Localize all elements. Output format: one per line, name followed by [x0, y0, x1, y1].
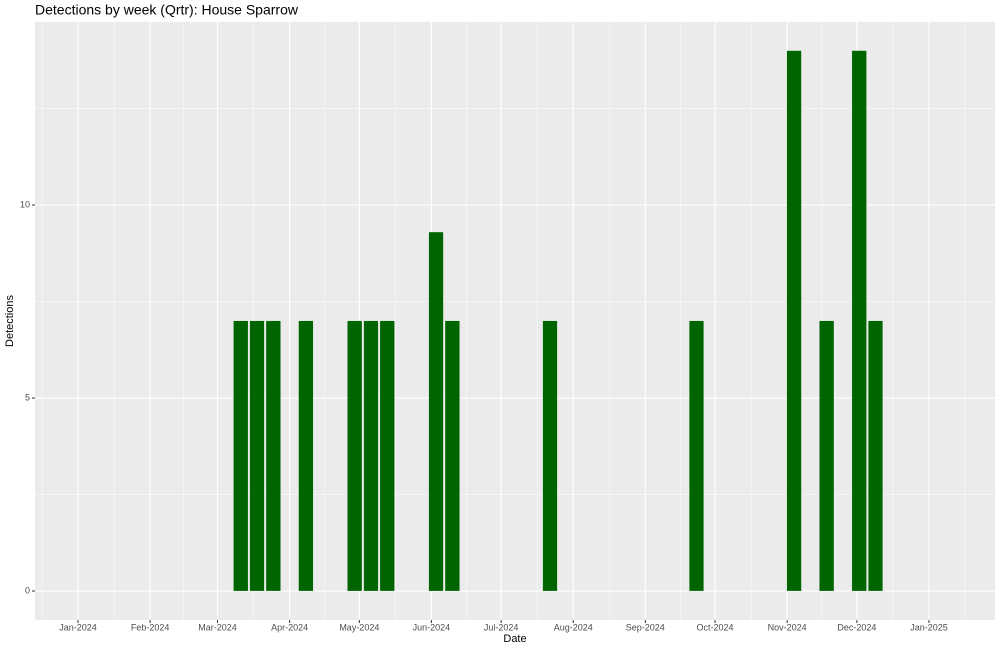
bar — [868, 320, 883, 592]
x-tick-label: Mar-2024 — [198, 622, 237, 632]
bar — [444, 320, 460, 592]
panel — [35, 22, 995, 620]
x-tick-label: May-2024 — [339, 622, 379, 632]
y-axis-label: Detections — [4, 295, 16, 347]
x-tick-label: Jan-2024 — [59, 622, 97, 632]
chart-title: Detections by week (Qrtr): House Sparrow — [35, 2, 299, 18]
x-tick-label: Jan-2025 — [910, 622, 948, 632]
y-tick-label: 5 — [25, 392, 30, 402]
x-tick-label: Oct-2024 — [697, 622, 734, 632]
x-tick-label: Jul-2024 — [484, 622, 519, 632]
bar — [249, 320, 265, 592]
x-tick-label: Dec-2024 — [837, 622, 876, 632]
y-tick-label: 10 — [20, 199, 30, 209]
x-tick-label: Aug-2024 — [554, 622, 593, 632]
bar — [233, 320, 249, 592]
x-tick-label: Jun-2024 — [413, 622, 451, 632]
bar — [428, 231, 444, 592]
bar — [265, 320, 281, 592]
bar — [819, 320, 835, 592]
y-tick-label: 0 — [25, 585, 30, 595]
bar — [379, 320, 395, 592]
x-tick-label: Sep-2024 — [626, 622, 665, 632]
bar — [363, 320, 379, 592]
x-tick-label: Nov-2024 — [768, 622, 807, 632]
x-axis-label: Date — [503, 633, 526, 645]
x-tick-label: Feb-2024 — [131, 622, 170, 632]
bar — [786, 50, 802, 592]
x-tick-label: Apr-2024 — [271, 622, 308, 632]
bar — [542, 320, 558, 592]
bar — [688, 320, 704, 592]
bar — [851, 50, 867, 592]
bar — [298, 320, 314, 592]
bar — [347, 320, 363, 592]
